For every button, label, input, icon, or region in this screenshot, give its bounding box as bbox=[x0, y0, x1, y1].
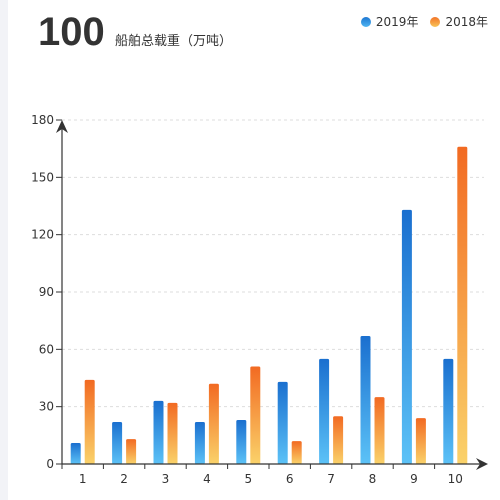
bar-2018-3[interactable] bbox=[167, 402, 178, 464]
bars bbox=[70, 146, 468, 464]
bar-2019-8[interactable] bbox=[360, 335, 371, 464]
x-tick-label: 2 bbox=[120, 472, 128, 486]
x-tick-label: 9 bbox=[410, 472, 418, 486]
y-axis-ticks: 0 30 60 90 120 150 180 bbox=[31, 113, 62, 471]
bar-2019-9[interactable] bbox=[401, 209, 412, 464]
bar-2018-4[interactable] bbox=[208, 383, 219, 464]
x-tick-label: 6 bbox=[286, 472, 294, 486]
bar-2019-1[interactable] bbox=[70, 442, 81, 464]
bar-2018-5[interactable] bbox=[250, 366, 261, 464]
y-tick-label: 180 bbox=[31, 113, 54, 127]
bar-2018-10[interactable] bbox=[457, 146, 468, 464]
y-tick-label: 0 bbox=[46, 457, 54, 471]
legend-dot-icon bbox=[430, 16, 441, 27]
bar-2019-3[interactable] bbox=[153, 400, 164, 464]
bar-2019-6[interactable] bbox=[277, 381, 288, 464]
x-tick-label: 7 bbox=[327, 472, 335, 486]
legend-item-2019[interactable]: 2019年 bbox=[360, 13, 419, 30]
x-tick-label: 3 bbox=[162, 472, 170, 486]
bar-2019-7[interactable] bbox=[319, 358, 330, 464]
bar-2019-10[interactable] bbox=[443, 358, 454, 464]
total-value: 100 bbox=[38, 10, 105, 54]
legend-item-2018[interactable]: 2018年 bbox=[430, 13, 488, 30]
legend-label-2018: 2018年 bbox=[445, 15, 488, 29]
y-tick-label: 30 bbox=[39, 400, 54, 414]
legend[interactable]: 2019年 2018年 bbox=[360, 13, 488, 30]
bar-2018-7[interactable] bbox=[333, 416, 344, 464]
bar-2018-6[interactable] bbox=[291, 441, 302, 464]
y-tick-label: 150 bbox=[31, 170, 54, 184]
total-label: 船舶总载重（万吨） bbox=[115, 34, 233, 49]
bar-2019-5[interactable] bbox=[236, 420, 247, 464]
axes bbox=[56, 120, 488, 470]
bar-2018-9[interactable] bbox=[415, 418, 426, 464]
y-axis-arrow-icon bbox=[56, 120, 68, 133]
y-tick-label: 90 bbox=[39, 285, 54, 299]
bar-2019-2[interactable] bbox=[112, 421, 123, 464]
bar-2018-1[interactable] bbox=[84, 379, 95, 464]
bar-2018-8[interactable] bbox=[374, 397, 385, 464]
x-axis-arrow-icon bbox=[476, 458, 488, 470]
x-tick-label: 4 bbox=[203, 472, 211, 486]
x-tick-label: 10 bbox=[448, 472, 463, 486]
x-tick-label: 1 bbox=[79, 472, 87, 486]
y-tick-label: 120 bbox=[31, 228, 54, 242]
x-axis-ticks: 1 2 3 4 5 6 7 8 9 10 bbox=[61, 464, 463, 486]
legend-label-2019: 2019年 bbox=[375, 15, 419, 29]
y-tick-label: 60 bbox=[39, 342, 54, 356]
x-tick-label: 5 bbox=[244, 472, 252, 486]
bar-2018-2[interactable] bbox=[126, 439, 137, 464]
grid-lines bbox=[62, 119, 484, 408]
legend-dot-icon bbox=[360, 16, 371, 27]
x-tick-label: 8 bbox=[369, 472, 377, 486]
bar-2019-4[interactable] bbox=[194, 421, 205, 464]
